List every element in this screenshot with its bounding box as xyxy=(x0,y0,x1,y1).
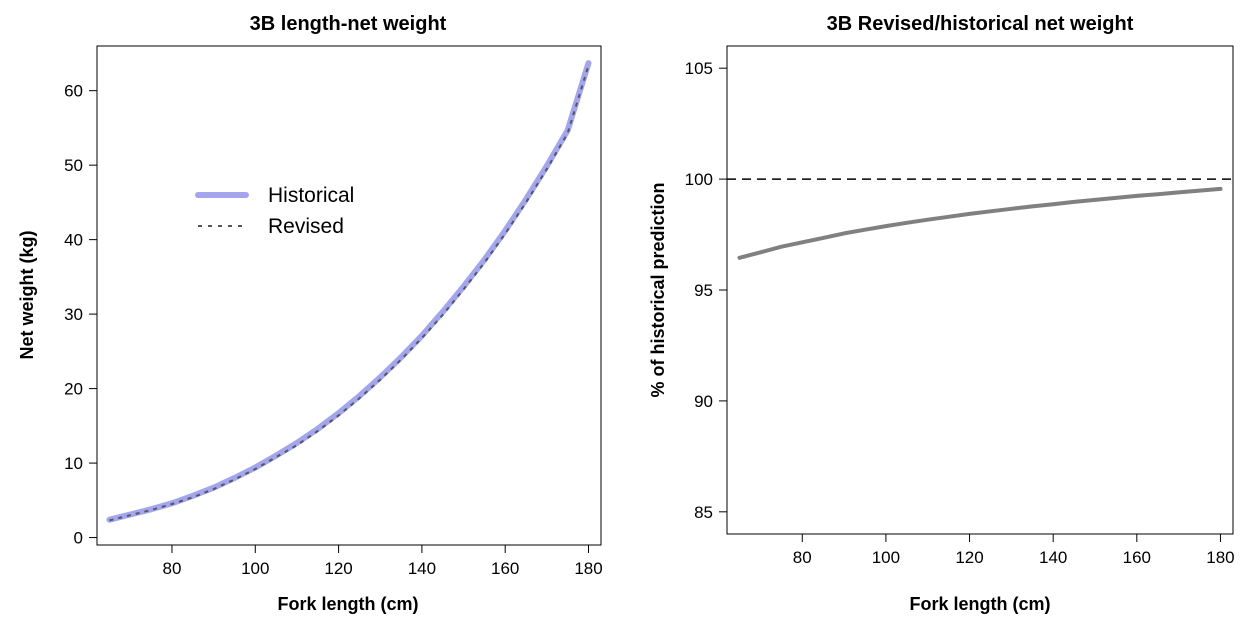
chart-right-ytick-label: 95 xyxy=(694,281,713,300)
chart-left-xtick-label: 120 xyxy=(324,559,352,578)
chart-right-ylabel: % of historical prediction xyxy=(648,182,668,397)
chart-left-title: 3B length-net weight xyxy=(250,13,447,35)
chart-right-ytick-label: 105 xyxy=(685,59,713,78)
chart-right-xtick-label: 80 xyxy=(793,548,812,567)
legend-label-revised: Revised xyxy=(268,215,344,238)
chart-right: 3B Revised/historical net weight 80 100 12… xyxy=(648,13,1235,614)
chart-right-ticks: 80 100 120 140 160 180 85 90 95 100 105 xyxy=(685,59,1235,567)
chart-right-title: 3B Revised/historical net weight xyxy=(827,13,1134,35)
chart-right-ytick-label: 100 xyxy=(685,170,713,189)
chart-left-ylabel: Net weight (kg) xyxy=(17,230,37,359)
chart-left-ytick-label: 20 xyxy=(64,380,83,399)
chart-right-xtick-label: 180 xyxy=(1206,548,1234,567)
chart-right-series-0-line xyxy=(737,186,1223,260)
chart-left: 3B length-net weight 80 100 120 140 160 180 0 1… xyxy=(17,13,603,614)
chart-left-xtick-label: 140 xyxy=(408,559,436,578)
chart-right-xtick-label: 160 xyxy=(1123,548,1151,567)
chart-left-xlabel: Fork length (cm) xyxy=(277,594,418,614)
chart-left-ytick-label: 40 xyxy=(64,231,83,250)
legend-label-historical: Historical xyxy=(268,184,354,207)
chart-right-xtick-label: 120 xyxy=(955,548,983,567)
chart-left-xtick-label: 180 xyxy=(574,559,602,578)
chart-left-series-revised-line xyxy=(109,65,590,522)
chart-left-plot-frame xyxy=(96,45,602,546)
chart-left-xtick-label: 160 xyxy=(491,559,519,578)
chart-left-xtick-label: 100 xyxy=(241,559,269,578)
chart-left-legend: Historical Revised xyxy=(195,184,354,238)
chart-left-ytick-label: 60 xyxy=(64,82,83,101)
chart-left-xtick-label: 80 xyxy=(163,559,182,578)
chart-right-ytick-label: 85 xyxy=(694,503,713,522)
chart-right-xtick-label: 100 xyxy=(872,548,900,567)
chart-left-ytick-label: 10 xyxy=(64,454,83,473)
chart-left-ytick-label: 30 xyxy=(64,305,83,324)
chart-right-xlabel: Fork length (cm) xyxy=(909,594,1050,614)
chart-right-plot-frame xyxy=(726,45,1234,535)
chart-left-ytick-label: 50 xyxy=(64,156,83,175)
chart-right-series xyxy=(727,178,1233,260)
chart-left-series-historical-line xyxy=(106,60,592,523)
chart-left-ticks: 80 100 120 140 160 180 0 10 20 30 40 50 60 xyxy=(64,82,603,578)
chart-left-ytick-label: 0 xyxy=(74,529,83,548)
chart-left-series xyxy=(106,60,592,523)
chart-right-ytick-label: 90 xyxy=(694,392,713,411)
chart-right-xtick-label: 140 xyxy=(1039,548,1067,567)
